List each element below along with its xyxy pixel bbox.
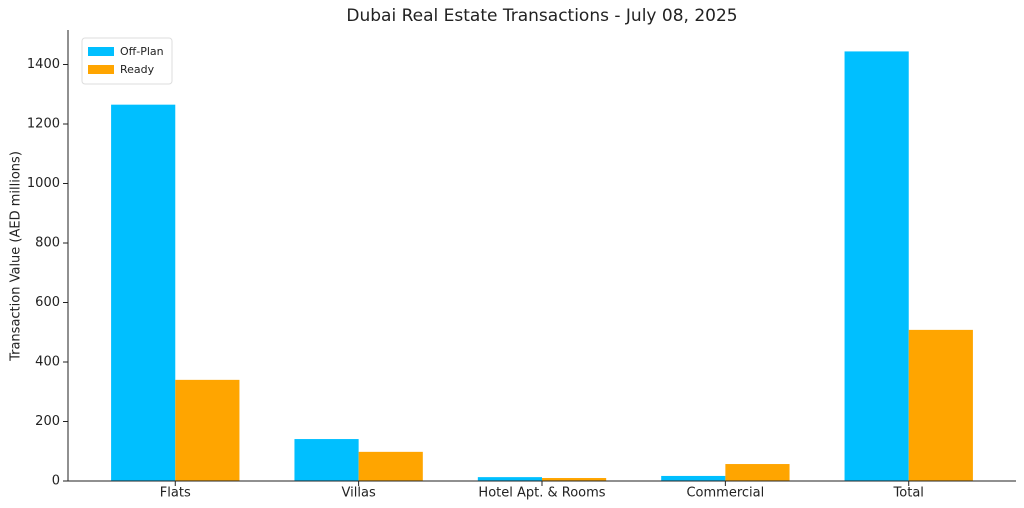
- bar: [542, 478, 607, 481]
- y-tick-label: 400: [35, 355, 60, 370]
- x-tick-label: Hotel Apt. & Rooms: [478, 486, 605, 501]
- bar: [358, 451, 423, 481]
- x-tick-label: Commercial: [686, 486, 764, 501]
- legend-swatch: [88, 47, 114, 56]
- y-tick-label: 1400: [27, 57, 60, 72]
- y-axis-label: Transaction Value (AED millions): [9, 151, 24, 362]
- bar: [477, 477, 542, 481]
- bar: [175, 379, 240, 481]
- bar: [111, 104, 176, 482]
- y-tick-label: 800: [35, 236, 60, 251]
- y-tick-label: 1000: [27, 176, 60, 191]
- legend-label: Off-Plan: [120, 45, 164, 58]
- legend-label: Ready: [120, 63, 155, 76]
- chart-title: Dubai Real Estate Transactions - July 08…: [346, 6, 737, 26]
- y-tick-label: 0: [52, 474, 60, 489]
- bar: [661, 475, 726, 481]
- bar: [844, 51, 909, 481]
- y-tick-label: 200: [35, 414, 60, 429]
- x-tick-label: Flats: [160, 486, 191, 501]
- legend-swatch: [88, 65, 114, 74]
- bar: [294, 439, 359, 481]
- bar: [725, 464, 790, 481]
- y-tick-label: 1200: [27, 117, 60, 132]
- x-tick-label: Total: [893, 486, 924, 501]
- y-tick-label: 600: [35, 295, 60, 310]
- x-tick-label: Villas: [342, 486, 376, 501]
- bar: [908, 329, 973, 481]
